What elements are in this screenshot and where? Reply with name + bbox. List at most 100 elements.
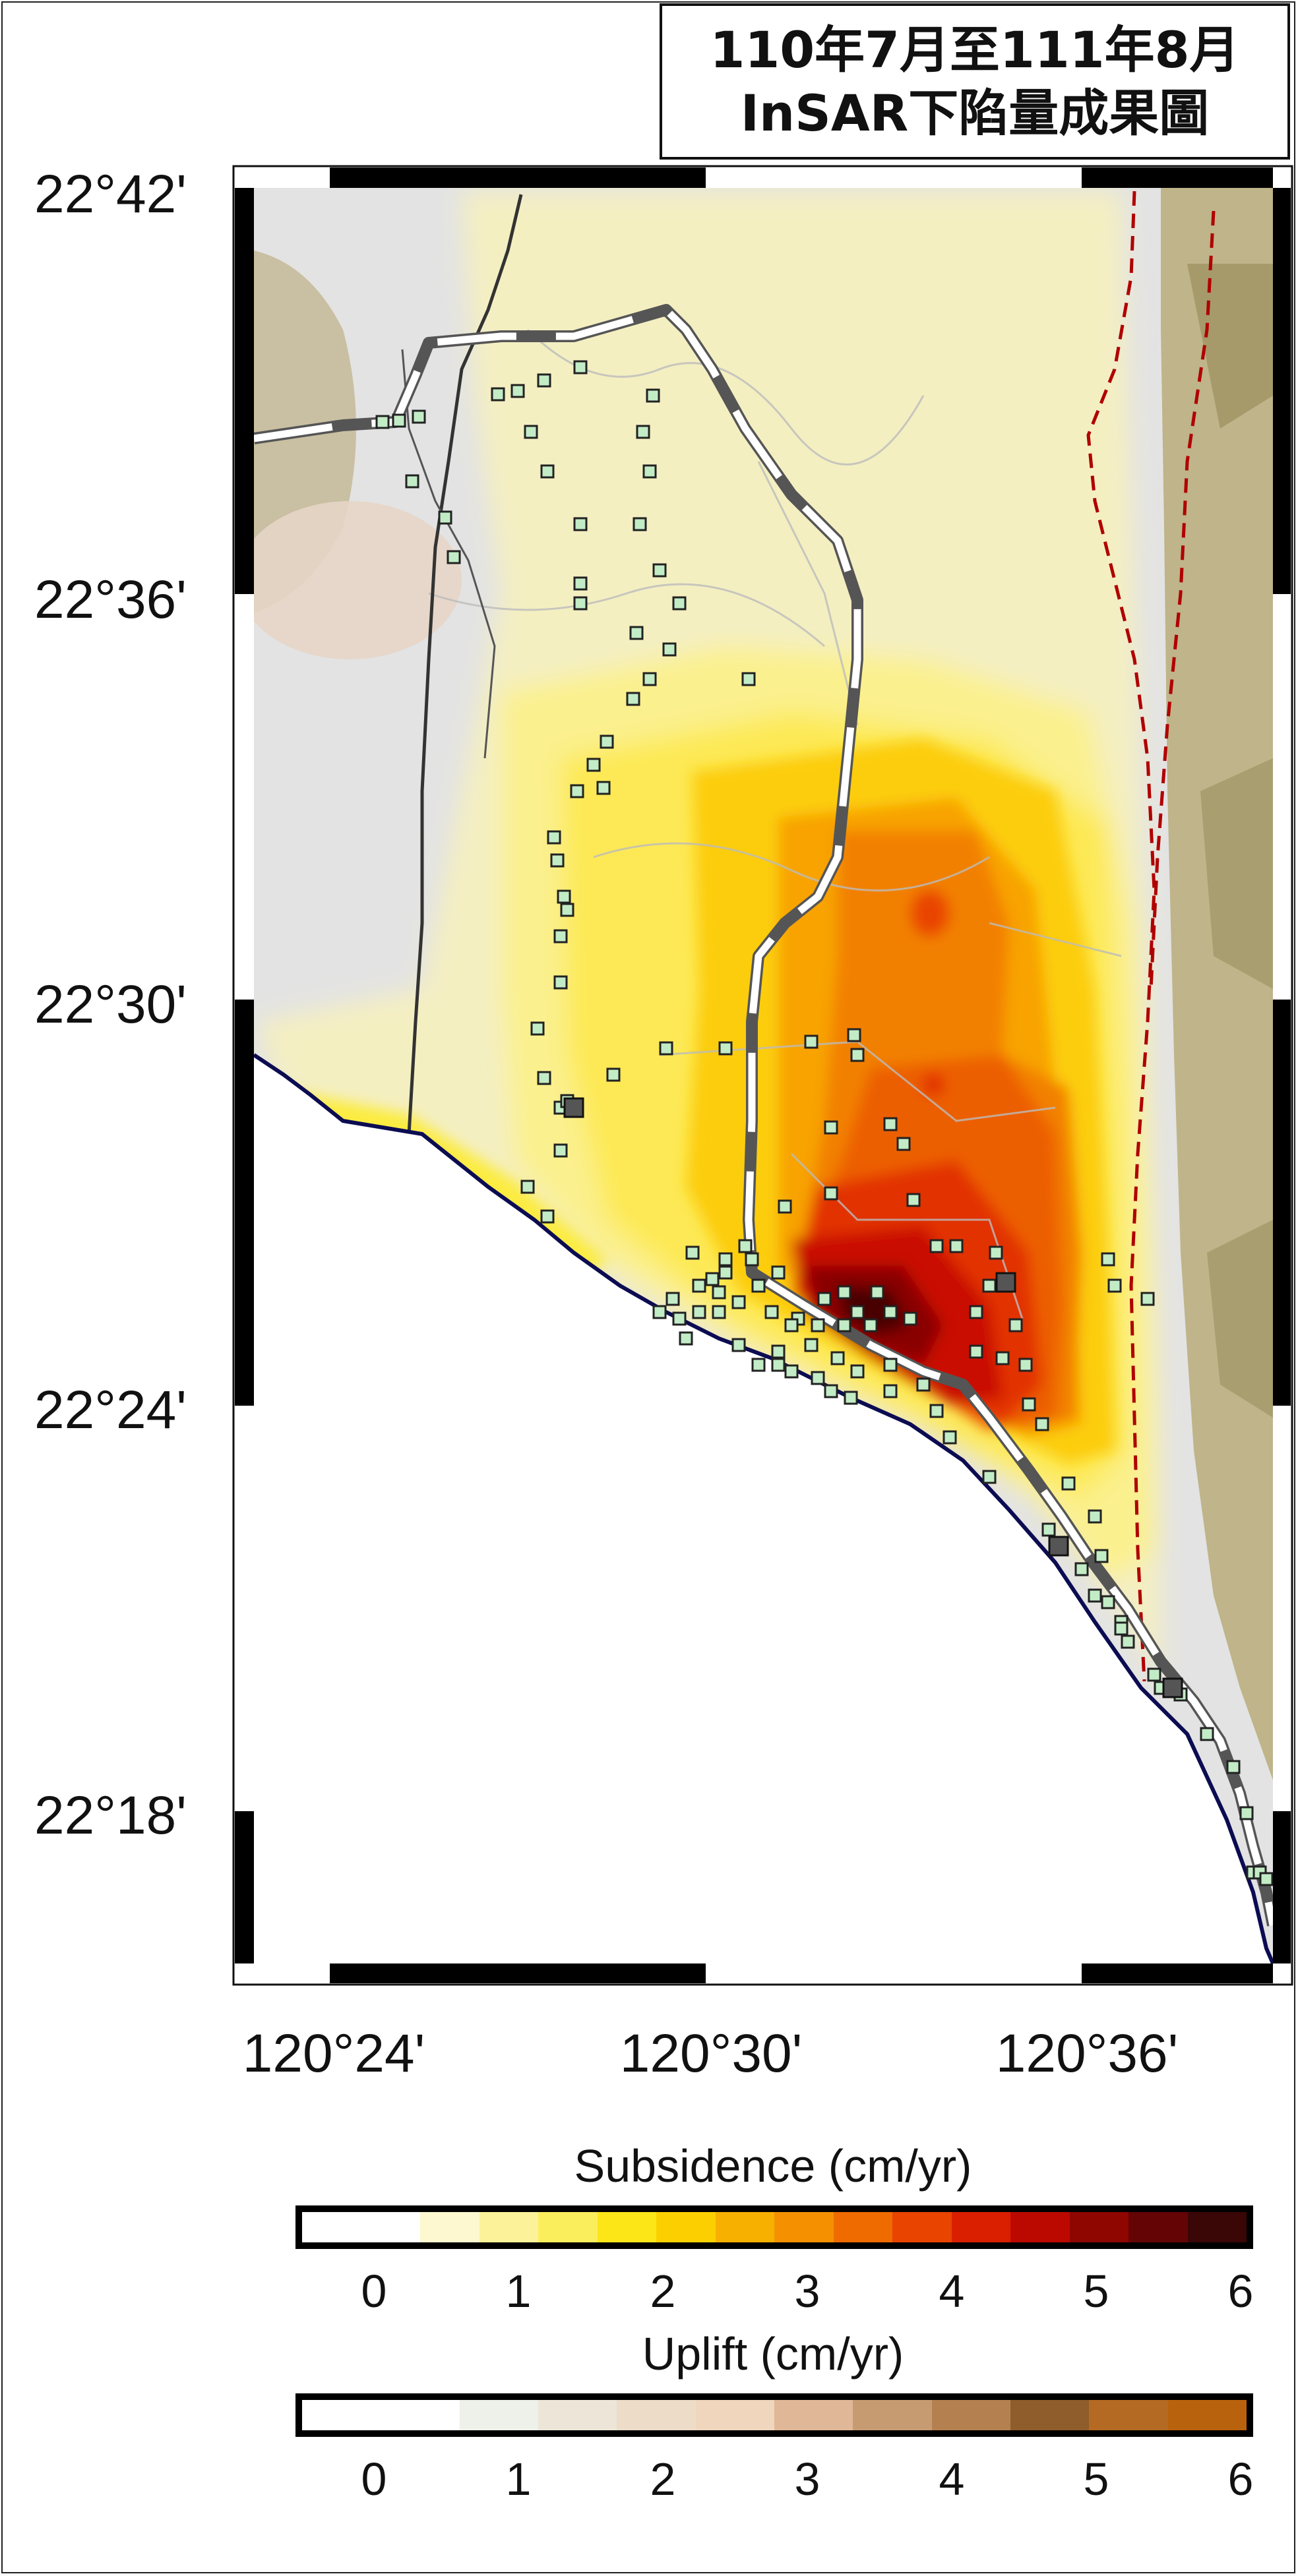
station-marker-icon: [375, 415, 390, 429]
colorbar-segment: [361, 2212, 420, 2242]
station-marker-icon: [718, 1041, 733, 1056]
colorbar-segment: [597, 2212, 656, 2242]
colorbar-segment: [302, 2400, 381, 2430]
station-marker-icon: [540, 464, 555, 479]
lat-label-22-42: 22°42': [34, 164, 187, 224]
colorbar-segment: [381, 2400, 460, 2430]
uplift-scale-title: Uplift (cm/yr): [642, 2328, 904, 2380]
station-marker-icon: [883, 1358, 898, 1372]
colorbar-segment: [853, 2400, 932, 2430]
station-marker-icon: [751, 1358, 766, 1372]
subsidence-colorbar: [295, 2205, 1253, 2249]
colorbar-segment: [833, 2212, 892, 2242]
station-marker-icon: [573, 517, 588, 531]
colorbar-segment: [774, 2212, 834, 2242]
station-marker-icon: [557, 889, 571, 904]
station-marker-icon: [626, 692, 640, 706]
colorbar-tick-label: 6: [1227, 2265, 1254, 2317]
colorbar-segment: [1089, 2400, 1168, 2430]
station-marker-icon: [1121, 1634, 1135, 1649]
station-marker-icon: [1226, 1760, 1241, 1774]
colorbar-segment: [617, 2400, 696, 2430]
colorbar-segment: [1069, 2212, 1128, 2242]
lat-label-22-24: 22°24': [34, 1380, 187, 1440]
station-marker-icon: [929, 1404, 944, 1418]
station-marker-icon: [642, 464, 657, 479]
station-marker-icon: [692, 1278, 706, 1293]
station-marker-icon: [929, 1239, 944, 1253]
station-marker-icon: [850, 1364, 865, 1379]
station-marker-icon: [850, 1048, 865, 1062]
colorbar-segment: [420, 2212, 479, 2242]
station-marker-icon: [1101, 1252, 1115, 1267]
station-marker-icon: [573, 576, 588, 591]
colorbar-segment: [931, 2400, 1010, 2430]
station-marker-icon: [547, 830, 561, 845]
station-marker-icon: [883, 1117, 898, 1131]
colorbar-segment: [656, 2212, 716, 2242]
station-marker-icon: [847, 1028, 861, 1042]
station-marker-icon: [1074, 1562, 1089, 1576]
station-marker-icon: [1035, 1417, 1049, 1431]
station-marker-icon: [563, 1097, 584, 1118]
lat-label-22-30: 22°30': [34, 974, 187, 1034]
fault-line-icon: [1086, 191, 1156, 1682]
station-marker-icon: [573, 596, 588, 611]
station-marker-icon: [600, 734, 614, 749]
river-line: [407, 194, 523, 1135]
station-marker-icon: [679, 1331, 693, 1346]
station-marker-icon: [1088, 1588, 1102, 1603]
station-marker-icon: [745, 1252, 759, 1267]
station-marker-icon: [969, 1344, 983, 1359]
station-marker-icon: [510, 384, 525, 398]
colorbar-tick-label: 0: [361, 2453, 387, 2505]
colorbar-tick-label: 2: [650, 2453, 676, 2505]
station-marker-icon: [705, 1272, 720, 1286]
station-marker-icon: [540, 1209, 555, 1224]
station-marker-icon: [1107, 1278, 1122, 1293]
station-marker-icon: [804, 1034, 819, 1049]
station-marker-icon: [1101, 1595, 1115, 1609]
colorbar-segment: [302, 2212, 361, 2242]
title-line-2: InSAR下陷量成果圖: [740, 83, 1210, 142]
station-marker-icon: [447, 550, 461, 564]
station-marker-icon: [738, 1239, 753, 1253]
colorbar-segment: [1128, 2212, 1188, 2242]
station-marker-icon: [995, 1351, 1010, 1365]
colorbar-tick-label: 5: [1083, 2453, 1109, 2505]
station-marker-icon: [1140, 1292, 1155, 1306]
station-marker-icon: [811, 1371, 825, 1385]
colorbar-segment: [695, 2400, 774, 2430]
station-marker-icon: [553, 975, 568, 990]
colorbar-tick-label: 2: [650, 2265, 676, 2317]
station-marker-icon: [751, 1278, 766, 1293]
station-marker-icon: [943, 1430, 957, 1445]
station-marker-icon: [863, 1318, 878, 1333]
lat-label-22-36: 22°36': [34, 570, 187, 630]
station-marker-icon: [771, 1265, 786, 1280]
colorbar-segment: [951, 2212, 1010, 2242]
colorbar-segment: [538, 2212, 598, 2242]
station-marker-icon: [1114, 1621, 1128, 1636]
station-marker-icon: [982, 1470, 997, 1484]
station-marker-icon: [784, 1318, 799, 1333]
station-marker-icon: [995, 1272, 1016, 1293]
station-marker-icon: [586, 758, 601, 772]
colorbar-segment: [1010, 2212, 1070, 2242]
station-marker-icon: [1162, 1677, 1183, 1698]
station-markers: [375, 360, 1273, 1886]
station-marker-icon: [1147, 1667, 1161, 1682]
station-marker-icon: [1259, 1872, 1273, 1886]
station-marker-icon: [741, 672, 756, 686]
station-marker-icon: [718, 1252, 733, 1267]
colorbar-segment: [1010, 2400, 1090, 2430]
station-marker-icon: [537, 1071, 551, 1085]
subsidence-scale-title: Subsidence (cm/yr): [574, 2140, 972, 2192]
station-marker-icon: [438, 510, 452, 525]
station-marker-icon: [550, 853, 565, 868]
station-marker-icon: [692, 1305, 706, 1319]
station-marker-icon: [837, 1318, 851, 1333]
station-marker-icon: [906, 1193, 921, 1207]
